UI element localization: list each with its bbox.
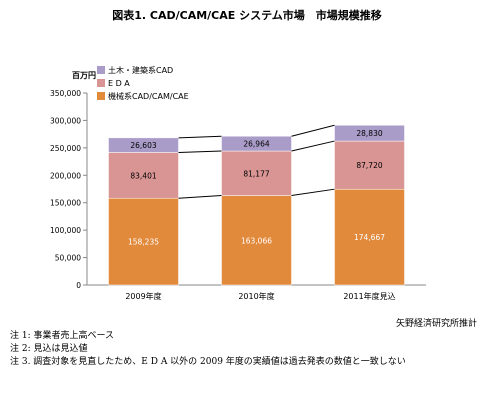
legend-label: 土木・建築系CAD	[108, 65, 173, 75]
y-tick-label: 0	[76, 281, 81, 290]
bar-segment	[334, 188, 405, 286]
connector-line	[291, 188, 335, 197]
connector-line	[178, 135, 222, 139]
legend-label: 機械系CAD/CAM/CAE	[108, 91, 189, 101]
data-label: 163,066	[241, 236, 272, 245]
legend-swatch	[97, 79, 105, 87]
x-tick-label: 2011年度見込	[343, 291, 395, 301]
data-label: 158,235	[128, 238, 159, 247]
connector-line	[291, 124, 335, 137]
y-tick-label: 250,000	[50, 144, 81, 153]
legend-label: E D A	[108, 79, 130, 88]
bar-segment	[221, 135, 292, 152]
notes: 注 1: 事業者売上高ベース 注 2: 見込は見込値 注 3. 調査対象を見直し…	[10, 330, 406, 369]
data-label: 26,603	[130, 141, 156, 150]
connector-line	[291, 140, 335, 152]
note-3: 注 3. 調査対象を見直したため、E D A 以外の 2009 年度の実績値は過…	[10, 357, 406, 367]
note-2: 注 2: 見込は見込値	[10, 344, 88, 354]
y-tick-label: 300,000	[50, 116, 81, 125]
connector-lines	[178, 124, 335, 199]
y-tick-label: 200,000	[50, 171, 81, 180]
data-label: 28,830	[356, 129, 382, 138]
y-tick-label: 350,000	[50, 89, 81, 98]
bar-segment	[221, 150, 292, 196]
x-axis-ticks: 2009年度 2010年度 2011年度見込	[125, 291, 395, 301]
bar-segment	[108, 197, 179, 286]
connector-line	[178, 150, 222, 153]
y-axis-unit-label: 百万円	[72, 71, 96, 80]
bars: 158,235 83,401 26,603 163,066 81,177 26,964 17…	[108, 124, 405, 286]
connector-line	[178, 195, 222, 199]
chart-title: 図表1. CAD/CAM/CAE システム市場 市場規模推移	[112, 8, 382, 22]
y-tick-label: 50,000	[55, 254, 81, 263]
x-tick-label: 2009年度	[125, 291, 161, 301]
note-1: 注 1: 事業者売上高ベース	[10, 331, 115, 341]
bar-segment	[334, 124, 405, 142]
data-label: 26,964	[243, 140, 269, 149]
data-label: 174,667	[354, 233, 385, 242]
legend-swatch	[97, 92, 105, 100]
bar-segment	[108, 137, 179, 153]
y-axis-ticks: 0 50,000 100,000 150,000 200,000 250,000 300,0…	[50, 89, 87, 290]
legend-swatch	[97, 66, 105, 74]
bar-segment	[108, 152, 179, 199]
x-tick-label: 2010年度	[238, 291, 274, 301]
bar-segment	[221, 195, 292, 286]
source-credit: 矢野経済研究所推計	[395, 319, 477, 329]
bar-segment	[334, 140, 405, 190]
y-tick-label: 100,000	[50, 226, 81, 235]
data-label: 81,177	[243, 169, 269, 178]
data-label: 83,401	[130, 171, 156, 180]
legend: 土木・建築系CAD E D A 機械系CAD/CAM/CAE	[97, 65, 189, 101]
y-tick-label: 150,000	[50, 199, 81, 208]
data-label: 87,720	[356, 161, 382, 170]
